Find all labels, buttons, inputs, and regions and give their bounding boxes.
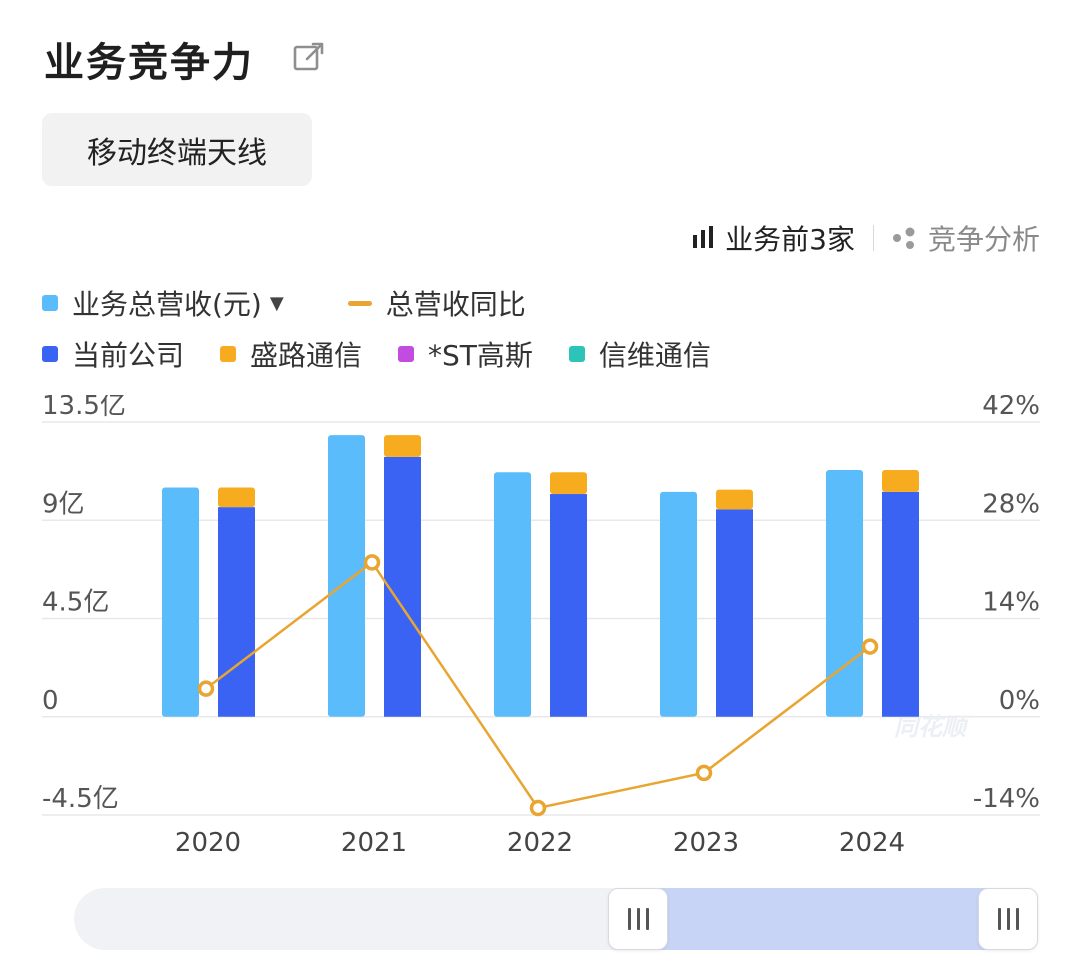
total-revenue-bar: [826, 470, 863, 717]
legend-item-company-2[interactable]: *ST高斯: [398, 334, 533, 374]
legend-item-total-revenue[interactable]: 业务总营收(元) ▼: [42, 283, 284, 323]
page-title: 业务竞争力: [44, 40, 254, 86]
company-stack-segment: [716, 509, 753, 717]
bar-chart-icon: [693, 226, 714, 248]
company-stack-segment: [882, 491, 919, 717]
chart-toolbar: 业务前3家 竞争分析: [691, 218, 1040, 258]
left-axis-tick-label: 13.5亿: [42, 395, 126, 421]
x-axis-tick-label: 2023: [673, 828, 739, 858]
yoy-point: [861, 638, 879, 655]
company-stack-segment: [218, 507, 255, 717]
x-axis-tick-label: 2024: [839, 828, 905, 858]
legend-item-company-3[interactable]: 信维通信: [568, 334, 711, 374]
left-axis-tick-label: 0: [42, 686, 59, 716]
external-link-icon[interactable]: [292, 40, 326, 74]
range-selection[interactable]: [636, 888, 1038, 950]
legend-label-company-2: *ST高斯: [428, 339, 533, 372]
competition-analysis-label: 竞争分析: [927, 223, 1040, 256]
yoy-point: [529, 799, 547, 817]
company-stack-segment: [384, 435, 421, 457]
legend-swatch-total-revenue: [42, 295, 58, 311]
total-revenue-bar: [660, 491, 697, 717]
dropdown-caret-icon[interactable]: ▼: [269, 292, 284, 314]
range-scroller[interactable]: [74, 888, 1038, 950]
legend-item-yoy[interactable]: 总营收同比: [347, 283, 526, 323]
legend-label-company-3: 信维通信: [598, 339, 711, 372]
legend-swatch-company-0: [42, 346, 58, 362]
left-axis-tick-label: 9亿: [42, 489, 85, 519]
right-axis-tick-label: 14%: [982, 588, 1040, 618]
yoy-point: [197, 680, 215, 697]
legend-swatch-yoy: [347, 300, 372, 306]
x-axis-tick-label: 2022: [507, 828, 573, 858]
competition-analysis-tab[interactable]: 竞争分析: [892, 218, 1040, 258]
legend-swatch-company-2: [398, 346, 415, 362]
legend-label-company-1: 盛路通信: [250, 339, 363, 372]
total-revenue-bar: [328, 435, 365, 717]
legend-label-yoy: 总营收同比: [385, 288, 526, 321]
business-chip[interactable]: 移动终端天线: [42, 113, 312, 186]
top3-tab[interactable]: 业务前3家: [691, 218, 855, 258]
watermark-text: 同花顺: [894, 713, 971, 741]
company-stack-segment: [218, 487, 255, 508]
total-revenue-bar: [162, 487, 199, 717]
legend-swatch-company-1: [220, 346, 237, 362]
company-stack-segment: [550, 472, 587, 495]
legend-swatch-company-3: [568, 346, 585, 362]
toolbar-divider: [872, 225, 874, 251]
right-axis-tick-label: 0%: [999, 686, 1040, 716]
range-handle-right[interactable]: [978, 888, 1038, 950]
legend-item-company-1[interactable]: 盛路通信: [220, 334, 362, 374]
x-axis-tick-label: 2021: [341, 828, 407, 858]
top3-label: 业务前3家: [725, 223, 855, 256]
right-axis-tick-label: 28%: [982, 489, 1040, 519]
legend-label-company-0: 当前公司: [72, 339, 185, 372]
dots-icon: [892, 227, 915, 249]
company-stack-segment: [882, 470, 919, 492]
revenue-chart: 13.5亿 42% 9亿 28% 4.5亿 14% 0 0% -4.5亿 -14% 同花顺 2020 2…: [42, 395, 1040, 858]
range-handle-left[interactable]: [608, 888, 668, 950]
legend-item-company-0[interactable]: 当前公司: [42, 334, 184, 374]
total-revenue-bar: [494, 472, 531, 717]
yoy-point: [363, 554, 381, 571]
company-stack-segment: [550, 494, 587, 717]
company-stack-segment: [384, 456, 421, 717]
left-axis-tick-label: -4.5亿: [42, 784, 119, 814]
company-stack-segment: [716, 489, 753, 510]
x-axis-tick-label: 2020: [175, 828, 241, 858]
right-axis-tick-label: 42%: [982, 395, 1040, 421]
legend-label-total-revenue: 业务总营收(元): [72, 288, 262, 321]
yoy-line: [205, 560, 871, 810]
right-axis-tick-label: -14%: [973, 784, 1040, 814]
left-axis-tick-label: 4.5亿: [42, 588, 109, 618]
legend-row-companies: 当前公司 盛路通信 *ST高斯 信维通信: [42, 334, 747, 374]
legend-row-series: 业务总营收(元) ▼ 总营收同比: [42, 283, 562, 323]
yoy-point: [695, 764, 713, 782]
